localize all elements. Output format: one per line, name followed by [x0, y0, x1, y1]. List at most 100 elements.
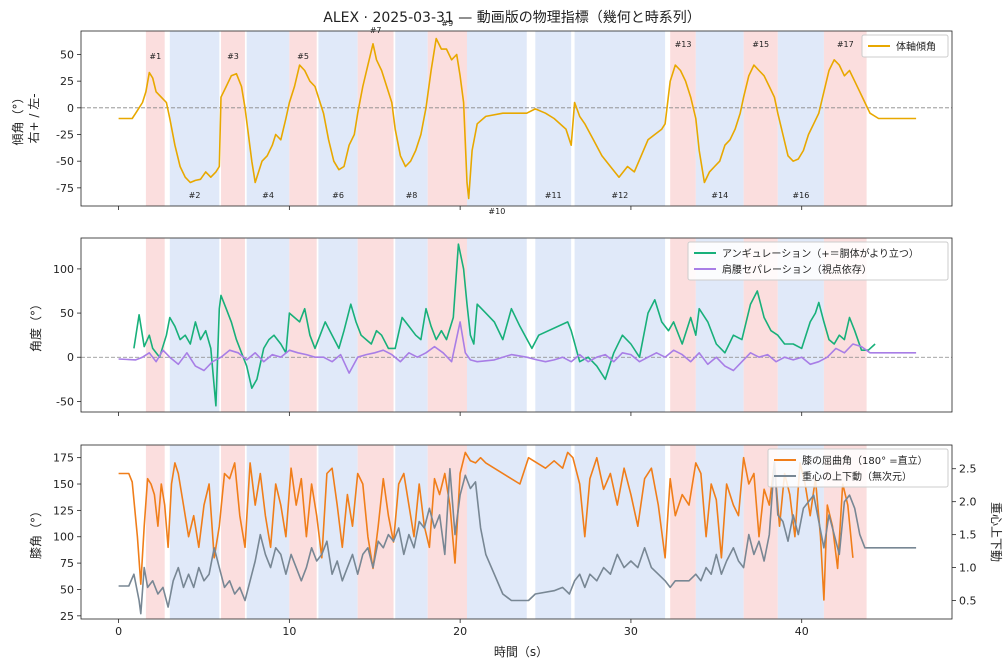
axes-frame: [80, 444, 953, 620]
legend-label: 膝の屈曲角（180° =直立）: [802, 454, 928, 467]
axes-frame: [80, 30, 953, 207]
y-tick-label: -25: [56, 129, 74, 142]
y-tick-label: -50: [56, 395, 74, 408]
segment-band: [246, 31, 290, 206]
segment-band: [221, 445, 245, 619]
legend-box: [861, 34, 949, 58]
segment-band: [466, 238, 527, 412]
x-axis-label: 時間（s）: [494, 645, 548, 659]
segment-label: #2: [189, 191, 201, 200]
y-tick-label: 150: [53, 478, 74, 491]
segment-band: [743, 31, 778, 206]
segment-band: [145, 238, 165, 412]
segment-label: #16: [792, 191, 809, 200]
segment-band: [823, 31, 867, 206]
segment-band: [221, 31, 245, 206]
panel-angles: -50 0 50 100 角度（°） アンギュレーション（+＝胴体がより立つ） 肩腰セパレー…: [28, 237, 953, 416]
y-right-tick-label: 1.5: [959, 529, 977, 542]
legend-label: 肩腰セパレーション（視点依存）: [722, 263, 872, 276]
segment-label: #10: [488, 207, 505, 216]
legend: 膝の屈曲角（180° =直立） 重心の上下動（無次元）: [767, 448, 949, 488]
segment-label: #12: [611, 191, 628, 200]
y-right-axis-label: 重心上下動: [989, 502, 1003, 562]
y-tick-label: 0: [67, 351, 74, 364]
series-line-1: [118, 321, 917, 374]
y-tick-label: 175: [53, 452, 74, 465]
segment-band: [289, 238, 317, 412]
segment-band: [670, 445, 696, 619]
y-tick-label: 25: [60, 610, 74, 623]
segment-label: #14: [711, 191, 728, 200]
series-group: [118, 243, 917, 407]
x-tick-label: 0: [115, 625, 122, 638]
chart-title: ALEX · 2025-03-31 — 動画版の物理指標（幾何と時系列）: [323, 10, 700, 26]
legend: アンギュレーション（+＝胴体がより立つ） 肩腰セパレーション（視点依存）: [687, 241, 949, 281]
y-tick-label: 75: [60, 557, 74, 570]
legend-label: 重心の上下動（無次元）: [802, 470, 912, 483]
legend: 体軸傾角: [861, 34, 949, 58]
series-line-0: [133, 243, 876, 407]
y-axis-label: 膝角（°）: [29, 505, 43, 559]
series-line-1: [118, 461, 917, 615]
segment-band: [145, 445, 165, 619]
y-tick-label: -50: [56, 155, 74, 168]
segment-band: [357, 445, 394, 619]
series-group: [118, 451, 917, 615]
y-tick-label: -75: [56, 182, 74, 195]
x-tick-label: 30: [624, 625, 638, 638]
series-line-0: [118, 37, 917, 200]
segment-band: [466, 445, 527, 619]
segment-label: #7: [370, 26, 382, 35]
segment-band: [318, 238, 358, 412]
legend-box: [687, 241, 949, 281]
segment-bands: [145, 445, 867, 619]
segment-label: #11: [545, 191, 562, 200]
segment-band: [535, 238, 572, 412]
y-tick-label: 25: [60, 75, 74, 88]
x-tick-label: 10: [282, 625, 296, 638]
segment-band: [357, 238, 394, 412]
segment-band: [395, 31, 428, 206]
y-tick-label: 100: [53, 263, 74, 276]
segment-band: [695, 31, 744, 206]
segment-band: [574, 238, 666, 412]
series-group: [118, 37, 917, 200]
segment-label: #5: [297, 52, 309, 61]
y-tick-label: 50: [60, 583, 74, 596]
segment-label: #15: [752, 40, 769, 49]
panel-knee: 25 50 75 100 125 150 175 0.5 1.0 1.5 2.0 2.5 重心上下動 0 1…: [29, 444, 1003, 638]
segment-band: [318, 445, 358, 619]
segment-bands: [145, 238, 867, 412]
segment-band: [246, 238, 290, 412]
y-tick-label: 125: [53, 504, 74, 517]
segment-band: [289, 31, 317, 206]
segment-band: [574, 445, 666, 619]
segment-band: [574, 31, 666, 206]
segment-band: [427, 31, 467, 206]
y-axis-label: 右+ / 左-: [26, 93, 41, 143]
segment-label: #13: [675, 40, 692, 49]
segment-label: #4: [262, 191, 274, 200]
segment-band: [670, 31, 696, 206]
segment-label: #17: [837, 40, 854, 49]
x-tick-label: 20: [453, 625, 467, 638]
segment-band: [357, 31, 394, 206]
y-right-tick-label: 2.5: [959, 463, 977, 476]
y-tick-label: 50: [60, 48, 74, 61]
y-axis-label: 傾角（°）: [11, 91, 25, 145]
segment-label: #9: [441, 19, 453, 28]
y-right-tick-label: 2.0: [959, 496, 977, 509]
panel-lean: -75 -50 -25 0 25 50 傾角（°） 右+ / 左- #1 #2 #3 #4 #5 #6 #7…: [11, 19, 953, 216]
axes-frame: [80, 237, 953, 413]
segment-band: [395, 445, 428, 619]
segment-label: #1: [149, 52, 161, 61]
segment-bands: [145, 31, 867, 206]
y-tick-label: 0: [67, 102, 74, 115]
segment-label: #8: [406, 191, 418, 200]
legend-label: アンギュレーション（+＝胴体がより立つ）: [722, 247, 919, 260]
y-tick-label: 100: [53, 531, 74, 544]
y-axis-label: 角度（°）: [28, 298, 43, 352]
x-tick-label: 40: [795, 625, 809, 638]
segment-label: #3: [227, 52, 239, 61]
